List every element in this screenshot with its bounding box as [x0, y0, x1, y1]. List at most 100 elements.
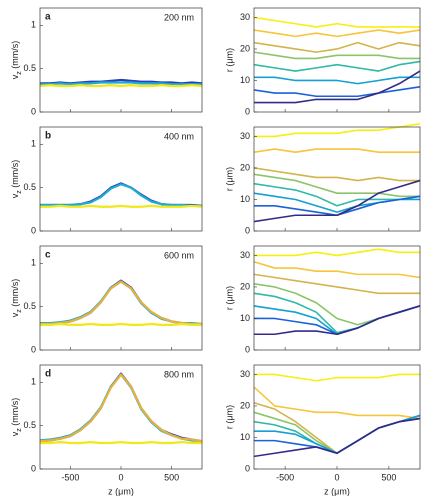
y-axis-label: r (μm) — [224, 167, 234, 191]
y-axis-label: r (μm) — [224, 405, 234, 429]
x-tick-label: -500 — [276, 472, 294, 482]
y-tick-label: 20 — [240, 162, 250, 172]
panel: 0 0.5 1 vz (mm/s) c 600 nm — [10, 245, 203, 354]
axes-frame — [39, 126, 203, 232]
y-label-rest: (mm/s) — [10, 160, 20, 191]
panel-letter: a — [45, 12, 51, 23]
data-line — [39, 373, 203, 443]
panel-letter: c — [45, 250, 51, 261]
panel: 0 10 20 30 r (μm) — [224, 7, 421, 116]
y-tick-label: 30 — [240, 131, 250, 141]
y-tick-label: 0 — [31, 344, 36, 354]
data-line — [254, 70, 421, 104]
data-line — [254, 373, 420, 382]
data-line — [254, 305, 421, 336]
data-line — [253, 305, 421, 336]
data-line — [253, 402, 421, 455]
data-line — [253, 60, 421, 72]
panel-letter: d — [45, 369, 51, 380]
y-label-rest: (mm/s) — [10, 41, 20, 72]
y-tick-label: 20 — [240, 281, 250, 291]
panel: 0 10 20 30 r (μm) — [224, 245, 421, 354]
data-line — [40, 183, 202, 207]
data-line — [40, 322, 202, 326]
y-tick-label: 1 — [31, 139, 36, 149]
y-tick-label: 0 — [245, 344, 250, 354]
data-line — [253, 51, 420, 60]
data-line — [254, 76, 420, 85]
y-label-main: v — [10, 312, 20, 317]
axes-frame — [39, 7, 203, 113]
y-tick-label: 1 — [31, 258, 36, 268]
y-label-main: v — [10, 193, 20, 198]
y-tick-label: 20 — [240, 400, 250, 410]
data-line — [253, 411, 421, 455]
y-tick-label: 30 — [240, 12, 250, 22]
data-line — [40, 204, 203, 208]
y-tick-label: 0 — [31, 106, 36, 116]
data-line — [253, 85, 421, 98]
y-label-rest: (mm/s) — [10, 279, 20, 310]
data-line — [253, 260, 421, 279]
panel: 0 0.5 1 vz (mm/s) b 400 nm — [10, 126, 203, 235]
data-line — [253, 16, 420, 28]
y-tick-label: 0 — [245, 106, 250, 116]
y-label-sub: z — [16, 309, 23, 313]
y-tick-label: 0 — [31, 225, 36, 235]
panel: 0 10 20 30 r (μm) — [224, 123, 421, 235]
data-line — [253, 29, 421, 38]
y-axis-label: vz (mm/s) — [10, 398, 22, 437]
data-line — [39, 372, 203, 443]
data-line — [253, 182, 421, 207]
y-tick-label: 0 — [31, 463, 36, 473]
data-line — [39, 84, 203, 88]
data-line — [40, 280, 202, 326]
y-tick-label: 10 — [240, 313, 250, 323]
data-line — [253, 414, 421, 455]
y-tick-label: 20 — [240, 43, 250, 53]
x-axis-label: z (μm) — [324, 486, 350, 496]
data-line — [39, 279, 202, 326]
y-label-sub: z — [16, 190, 23, 194]
y-tick-label: 10 — [240, 194, 250, 204]
y-tick-label: 0.5 — [23, 420, 36, 430]
data-line — [253, 417, 421, 458]
x-tick-label: -500 — [61, 472, 79, 482]
y-tick-label: 0 — [245, 225, 250, 235]
panel-letter: b — [45, 131, 51, 142]
y-tick-label: 0 — [245, 463, 250, 473]
y-tick-label: 10 — [240, 432, 250, 442]
y-tick-label: 1 — [31, 377, 36, 387]
y-tick-label: 0.5 — [23, 182, 36, 192]
y-label-sub: z — [16, 428, 23, 432]
y-label-main: v — [10, 431, 20, 436]
y-label-sub: z — [16, 71, 23, 75]
data-line — [253, 179, 421, 223]
y-tick-label: 0.5 — [23, 63, 36, 73]
panel-annotation: 600 nm — [164, 250, 194, 260]
data-line — [253, 273, 420, 295]
panel: 0 10 20 30 -500 0 500 z (μm) r (μm) — [224, 364, 421, 496]
axes-frame — [39, 245, 203, 351]
y-tick-label: 10 — [240, 75, 250, 85]
data-line — [40, 81, 202, 86]
data-line — [40, 441, 202, 445]
panel-annotation: 200 nm — [164, 12, 194, 22]
x-tick-label: 0 — [118, 472, 123, 482]
data-line — [39, 373, 203, 443]
y-axis-label: r (μm) — [224, 286, 234, 310]
y-axis-label: vz (mm/s) — [10, 41, 22, 80]
data-line — [254, 123, 421, 138]
y-axis-label: vz (mm/s) — [10, 160, 22, 199]
y-label-rest: (mm/s) — [10, 398, 20, 429]
y-axis-label: vz (mm/s) — [10, 279, 22, 318]
data-line — [253, 41, 421, 53]
panel: 0 0.5 1 vz (mm/s) a 200 nm — [10, 7, 203, 116]
y-tick-label: 30 — [240, 369, 250, 379]
data-line — [40, 182, 203, 207]
data-line — [253, 173, 420, 198]
axes-frame — [39, 364, 203, 470]
data-line — [254, 414, 421, 455]
x-tick-label: 500 — [381, 472, 396, 482]
